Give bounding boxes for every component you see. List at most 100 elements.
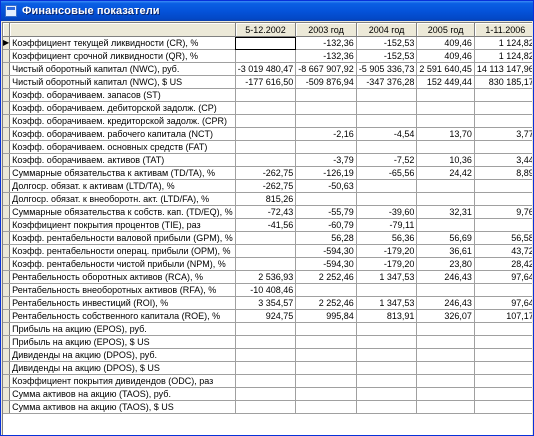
title-bar[interactable]: Финансовые показатели bbox=[1, 1, 533, 21]
value-cell[interactable]: -55,79 bbox=[295, 205, 357, 219]
value-cell[interactable]: -347 376,28 bbox=[356, 75, 418, 89]
value-cell[interactable]: 830 185,17 bbox=[474, 75, 532, 89]
row-indicator[interactable] bbox=[3, 361, 11, 375]
table-row[interactable]: Суммарные обязательства к собств. кап. (… bbox=[3, 205, 532, 219]
value-cell[interactable] bbox=[356, 88, 418, 102]
row-indicator[interactable] bbox=[3, 322, 11, 336]
current-row-indicator-icon[interactable]: ▶ bbox=[3, 36, 11, 50]
row-label[interactable]: Коэфф. оборачиваем. дебиторской задолж. … bbox=[9, 101, 236, 115]
value-cell[interactable]: 409,46 bbox=[416, 36, 475, 50]
column-header-period[interactable]: 5-12.2002 bbox=[235, 23, 297, 37]
value-cell[interactable]: 3 354,57 bbox=[235, 296, 297, 310]
value-cell[interactable] bbox=[356, 348, 418, 362]
row-label[interactable]: Коэффициент покрытия процентов (TIE), ра… bbox=[9, 218, 236, 232]
row-indicator[interactable] bbox=[3, 101, 11, 115]
value-cell[interactable] bbox=[295, 348, 357, 362]
value-cell[interactable] bbox=[235, 231, 297, 245]
value-cell[interactable] bbox=[295, 361, 357, 375]
value-cell[interactable] bbox=[295, 335, 357, 349]
table-row[interactable]: Коэфф. оборачиваем. дебиторской задолж. … bbox=[3, 101, 532, 115]
value-cell[interactable]: -177 616,50 bbox=[235, 75, 297, 89]
value-cell[interactable] bbox=[356, 283, 418, 297]
table-row[interactable]: Долгоср. обязат. к внеоборотн. акт. (LTD… bbox=[3, 192, 532, 206]
value-cell[interactable] bbox=[295, 192, 357, 206]
row-label[interactable]: Коэфф. рентабельности валовой прибыли (G… bbox=[9, 231, 236, 245]
value-cell[interactable] bbox=[295, 101, 357, 115]
value-cell[interactable] bbox=[235, 36, 297, 50]
row-indicator[interactable] bbox=[3, 348, 11, 362]
value-cell[interactable] bbox=[474, 179, 532, 193]
table-row[interactable]: Коэфф. рентабельности операц. прибыли (O… bbox=[3, 244, 532, 258]
value-cell[interactable] bbox=[295, 400, 357, 414]
table-row[interactable]: Сумма активов на акцию (TAOS), $ US bbox=[3, 400, 532, 414]
value-cell[interactable]: -41,56 bbox=[235, 218, 297, 232]
value-cell[interactable]: 152 449,44 bbox=[416, 75, 475, 89]
value-cell[interactable]: -152,53 bbox=[356, 36, 418, 50]
value-cell[interactable]: 1 347,53 bbox=[356, 296, 418, 310]
value-cell[interactable]: -594,30 bbox=[295, 244, 357, 258]
table-row[interactable]: Коэфф. оборачиваем. кредиторской задолж.… bbox=[3, 114, 532, 128]
value-cell[interactable] bbox=[356, 179, 418, 193]
value-cell[interactable]: 97,64 bbox=[474, 270, 532, 284]
row-label[interactable]: Прибыль на акцию (EPOS), $ US bbox=[9, 335, 236, 349]
value-cell[interactable]: -132,36 bbox=[295, 49, 357, 63]
value-cell[interactable]: 2 252,46 bbox=[295, 270, 357, 284]
table-row[interactable]: Чистый оборотный капитал (NWC), руб. -3 0… bbox=[3, 62, 532, 76]
value-cell[interactable]: -50,63 bbox=[295, 179, 357, 193]
value-cell[interactable] bbox=[356, 400, 418, 414]
value-cell[interactable]: 1 124,82 bbox=[474, 36, 532, 50]
value-cell[interactable]: 36,61 bbox=[416, 244, 475, 258]
data-grid[interactable]: 5-12.2002 2003 год 2004 год 2005 год 1-11.20… bbox=[2, 22, 532, 435]
row-indicator[interactable] bbox=[3, 88, 11, 102]
row-indicator[interactable] bbox=[3, 335, 11, 349]
value-cell[interactable]: -8 667 907,92 bbox=[295, 62, 357, 76]
value-cell[interactable] bbox=[474, 101, 532, 115]
row-label[interactable]: Долгоср. обязат. к внеоборотн. акт. (LTD… bbox=[9, 192, 236, 206]
value-cell[interactable]: 815,26 bbox=[235, 192, 297, 206]
value-cell[interactable] bbox=[295, 140, 357, 154]
value-cell[interactable]: -79,11 bbox=[356, 218, 418, 232]
value-cell[interactable]: 24,42 bbox=[416, 166, 475, 180]
value-cell[interactable]: 8,89 bbox=[474, 166, 532, 180]
row-label[interactable]: Коэфф. оборачиваем. рабочего капитала (N… bbox=[9, 127, 236, 141]
row-indicator[interactable] bbox=[3, 153, 11, 167]
row-label[interactable]: Рентабельность собственного капитала (RO… bbox=[9, 309, 236, 323]
table-row[interactable]: Рентабельность собственного капитала (RO… bbox=[3, 309, 532, 323]
table-row[interactable]: Коэфф. оборачиваем. основных средств (FA… bbox=[3, 140, 532, 154]
value-cell[interactable] bbox=[235, 257, 297, 271]
value-cell[interactable] bbox=[474, 348, 532, 362]
value-cell[interactable]: -5 905 336,73 bbox=[356, 62, 418, 76]
row-indicator[interactable] bbox=[3, 400, 11, 414]
value-cell[interactable] bbox=[295, 88, 357, 102]
value-cell[interactable] bbox=[235, 348, 297, 362]
value-cell[interactable] bbox=[235, 322, 297, 336]
value-cell[interactable]: 2 536,93 bbox=[235, 270, 297, 284]
value-cell[interactable] bbox=[235, 244, 297, 258]
row-label[interactable]: Коэфф. оборачиваем. запасов (ST) bbox=[9, 88, 236, 102]
value-cell[interactable] bbox=[235, 127, 297, 141]
value-cell[interactable] bbox=[474, 387, 532, 401]
row-label[interactable]: Коэфф. оборачиваем. основных средств (FA… bbox=[9, 140, 236, 154]
row-label[interactable]: Коэфф. рентабельности операц. прибыли (O… bbox=[9, 244, 236, 258]
row-indicator[interactable] bbox=[3, 192, 11, 206]
value-cell[interactable] bbox=[416, 374, 475, 388]
value-cell[interactable]: 13,70 bbox=[416, 127, 475, 141]
value-cell[interactable]: 56,36 bbox=[356, 231, 418, 245]
value-cell[interactable] bbox=[356, 361, 418, 375]
row-indicator[interactable] bbox=[3, 166, 11, 180]
row-indicator[interactable] bbox=[3, 218, 11, 232]
value-cell[interactable] bbox=[416, 283, 475, 297]
table-row[interactable]: Сумма активов на акцию (TAOS), руб. bbox=[3, 387, 532, 401]
row-indicator[interactable] bbox=[3, 205, 11, 219]
row-label[interactable]: Сумма активов на акцию (TAOS), руб. bbox=[9, 387, 236, 401]
row-label[interactable]: Сумма активов на акцию (TAOS), $ US bbox=[9, 400, 236, 414]
value-cell[interactable] bbox=[416, 192, 475, 206]
row-indicator[interactable] bbox=[3, 283, 11, 297]
value-cell[interactable] bbox=[474, 283, 532, 297]
table-row[interactable]: Прибыль на акцию (EPOS), руб. bbox=[3, 322, 532, 336]
value-cell[interactable] bbox=[295, 374, 357, 388]
value-cell[interactable] bbox=[474, 192, 532, 206]
value-cell[interactable]: -262,75 bbox=[235, 179, 297, 193]
value-cell[interactable] bbox=[356, 140, 418, 154]
value-cell[interactable]: -594,30 bbox=[295, 257, 357, 271]
